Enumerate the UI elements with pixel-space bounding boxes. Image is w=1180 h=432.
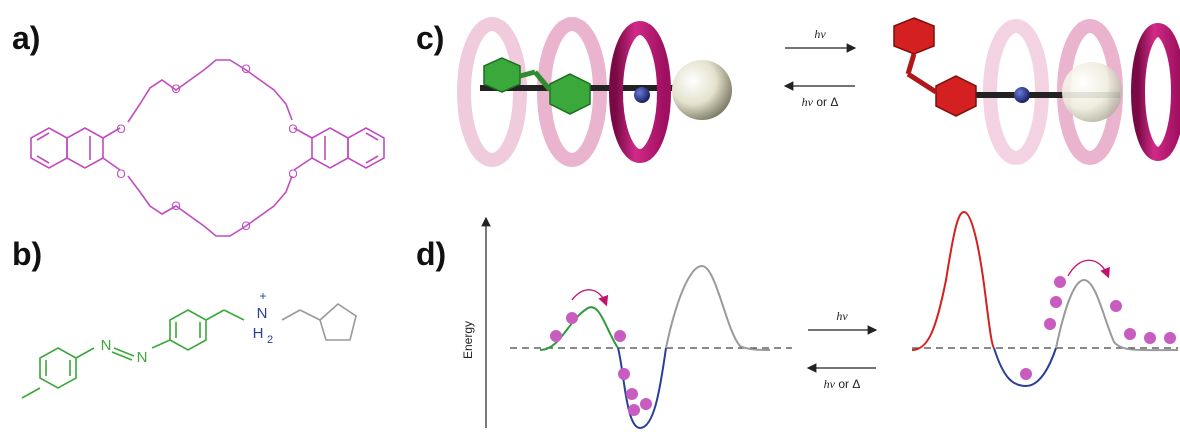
oxygen-atom: O xyxy=(288,167,297,181)
gray-barrier xyxy=(665,264,771,351)
particle xyxy=(550,330,562,342)
red-phenyl xyxy=(935,75,977,117)
particles-left xyxy=(550,312,652,416)
oxygen-atom: O xyxy=(116,122,125,136)
blue-well xyxy=(617,347,667,430)
particle xyxy=(1144,332,1156,344)
stopper-ball xyxy=(672,60,732,120)
pumping-arrow xyxy=(571,289,609,307)
energy-profile-right xyxy=(911,210,1179,388)
panel-label-c: c) xyxy=(416,20,445,56)
azobenzene-axle-structure xyxy=(21,302,357,399)
rotaxane-state-left xyxy=(457,17,732,167)
oxygen-atom: O xyxy=(241,219,250,233)
particle xyxy=(1164,332,1176,344)
ammonium-subscript: 2 xyxy=(267,334,273,346)
oxygen-atom: O xyxy=(171,82,180,96)
panel-label-b: b) xyxy=(12,236,43,272)
panel-label-d: d) xyxy=(416,236,447,272)
particle xyxy=(640,398,652,410)
ammonium-nitrogen: N xyxy=(257,305,268,322)
particle xyxy=(1020,368,1032,380)
oxygen-atom: O xyxy=(171,199,180,213)
green-phenyl xyxy=(549,73,591,115)
forward-energy-label: hν xyxy=(836,309,848,323)
red-barrier xyxy=(911,210,995,351)
green-barrier xyxy=(539,306,619,351)
particle xyxy=(628,404,640,416)
particle xyxy=(626,388,638,400)
energy-axis: Energy xyxy=(461,216,491,428)
energy-axis-label: Energy xyxy=(461,321,475,359)
faded-ring xyxy=(457,17,527,167)
forward-arrow-label: hν xyxy=(814,27,826,41)
particles-right xyxy=(1020,276,1176,380)
ammonium-atom xyxy=(1014,87,1030,103)
azo-labels: N N + N H 2 xyxy=(101,289,273,366)
faded-ring xyxy=(537,17,607,167)
magenta-ring xyxy=(1131,23,1180,161)
particle xyxy=(1054,276,1066,288)
azo-nitrogen-2: N xyxy=(137,349,148,366)
rotaxane-arrows: hν hν or Δ xyxy=(783,27,857,109)
oxygen-atom: O xyxy=(116,167,125,181)
rotaxane-state-right xyxy=(893,17,1180,165)
blue-well xyxy=(993,347,1057,388)
green-phenyl xyxy=(483,57,521,93)
oxygen-atom: O xyxy=(241,62,250,76)
reverse-arrow-label: hν or Δ xyxy=(802,95,839,109)
energy-arrows: hν hν or Δ xyxy=(806,309,878,391)
stopper-ball xyxy=(1062,62,1122,122)
particle xyxy=(614,330,626,342)
reverse-energy-label: hν or Δ xyxy=(824,377,861,391)
gray-barrier xyxy=(1055,278,1179,352)
particle xyxy=(1044,318,1056,330)
pumping-arrow xyxy=(1067,259,1110,279)
azo-nitrogen-1: N xyxy=(101,337,112,354)
oxygen-atom: O xyxy=(288,122,297,136)
ammonium-atom xyxy=(634,87,650,103)
red-phenyl xyxy=(893,17,935,55)
particle xyxy=(1110,300,1122,312)
magenta-ring xyxy=(609,21,671,163)
crown-oxygen-labels: O O O O O O O O xyxy=(116,62,297,233)
crown-ether-structure xyxy=(30,59,385,237)
particle xyxy=(618,368,630,380)
particle xyxy=(566,312,578,324)
ammonium-hydrogen: H xyxy=(253,325,264,342)
ammonium-charge: + xyxy=(259,289,266,303)
particle xyxy=(1124,328,1136,340)
particle xyxy=(1050,296,1062,308)
panel-label-a: a) xyxy=(12,20,41,56)
